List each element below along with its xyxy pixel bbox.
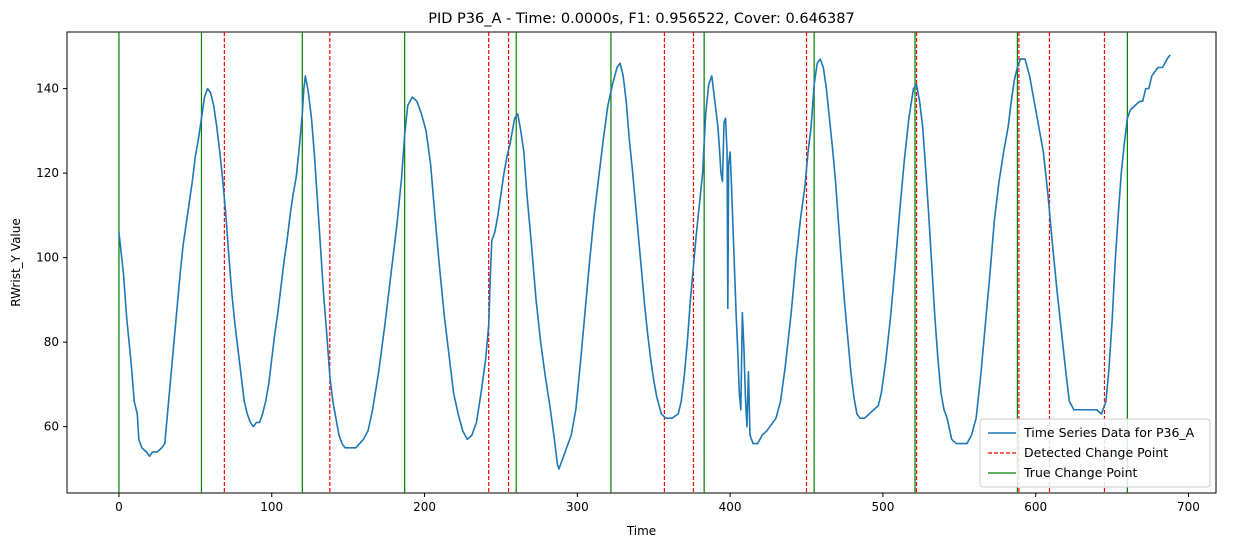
series-line-0 (118, 54, 1171, 470)
y-tick-label: 60 (44, 420, 59, 434)
x-tick-label: 100 (260, 500, 283, 514)
x-tick-label: 0 (115, 500, 123, 514)
x-tick-label: 500 (871, 500, 894, 514)
x-tick-label: 400 (719, 500, 742, 514)
legend-label-0: Time Series Data for P36_A (1023, 425, 1195, 440)
y-axis-ticks: 60 80 100 120 140 (36, 82, 67, 434)
x-tick-label: 200 (413, 500, 436, 514)
x-axis-title: Time (626, 524, 656, 538)
y-tick-label: 120 (36, 166, 59, 180)
y-tick-label: 80 (44, 335, 59, 349)
detected-change-point-lines (223, 32, 1106, 493)
y-tick-label: 140 (36, 82, 59, 96)
x-axis-ticks: 0 100 200 300 400 500 600 700 (115, 493, 1200, 514)
plot-area-frame (66, 31, 1217, 494)
x-tick-label: 700 (1177, 500, 1200, 514)
x-tick-label: 600 (1024, 500, 1047, 514)
legend: Time Series Data for P36_A Detected Chang… (979, 418, 1211, 488)
legend-box (979, 418, 1211, 488)
y-axis-title: RWrist_Y Value (9, 218, 23, 307)
legend-label-2: True Change Point (1023, 465, 1137, 480)
true-change-point-lines (118, 32, 1128, 493)
x-tick-label: 300 (566, 500, 589, 514)
series-layer (118, 54, 1171, 470)
chart-title: PID P36_A - Time: 0.0000s, F1: 0.956522,… (428, 11, 854, 27)
y-tick-label: 100 (36, 251, 59, 265)
legend-label-1: Detected Change Point (1024, 445, 1168, 460)
